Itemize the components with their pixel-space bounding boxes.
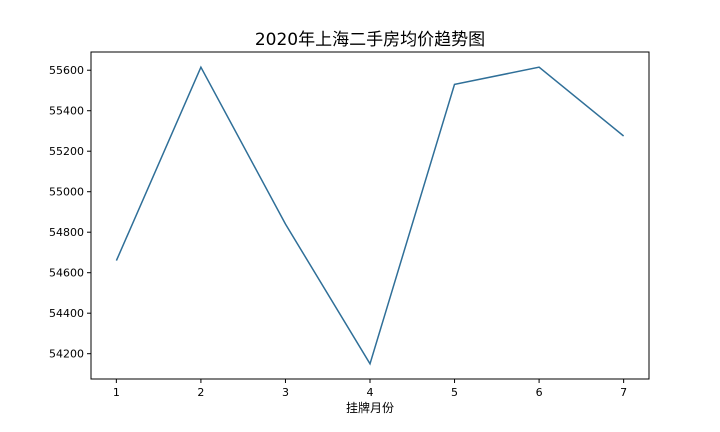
y-tick-label: 54600	[49, 267, 84, 280]
x-tick-label: 5	[451, 386, 458, 399]
y-tick-label: 54200	[49, 348, 84, 361]
x-tick-label: 7	[620, 386, 627, 399]
y-tick-label: 54400	[49, 307, 84, 320]
y-axis: 54200 54400 54600 54800 55000 55200 55400 55600	[49, 64, 91, 361]
x-tick-label: 3	[282, 386, 289, 399]
x-tick-label: 6	[536, 386, 543, 399]
y-tick-label: 55000	[49, 186, 84, 199]
x-axis-label: 挂牌月份	[346, 401, 394, 415]
x-tick-label: 4	[367, 386, 374, 399]
series-line	[115, 65, 625, 366]
y-tick-label: 54800	[49, 226, 84, 239]
chart-title: 2020年上海二手房均价趋势图	[255, 30, 485, 50]
x-tick-label: 1	[113, 386, 120, 399]
y-tick-label: 55400	[49, 105, 84, 118]
x-tick-label: 2	[197, 386, 204, 399]
y-tick-label: 55200	[49, 145, 84, 158]
x-axis: 1 2 3 4 5 6 7	[113, 379, 627, 399]
y-tick-label: 55600	[49, 64, 84, 77]
plot-area	[90, 51, 650, 380]
